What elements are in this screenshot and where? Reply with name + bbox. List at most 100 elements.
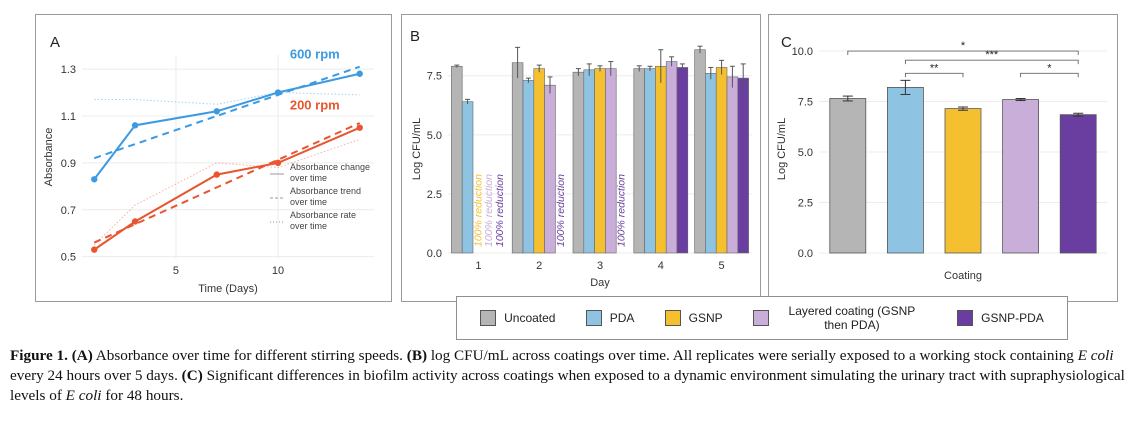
panel-b-bar-gsnp-day-4 bbox=[655, 65, 667, 254]
panel-c-significance-label: * bbox=[961, 40, 966, 52]
panel-b-bar-layered-coating-gsnp-then-pda-day-5 bbox=[726, 76, 739, 254]
caption-figure-number: Figure 1. bbox=[10, 347, 68, 364]
panel-b-bar-layered-coating-gsnp-then-pda-day-4 bbox=[665, 61, 678, 254]
legend-label-pda: PDA bbox=[609, 311, 635, 325]
panel-b-bar-pda-day-3 bbox=[583, 69, 595, 254]
panel-a-xtick-label: 10 bbox=[272, 265, 284, 277]
caption-ecoli-2: E coli bbox=[65, 387, 102, 404]
panel-b-ytick-label: 5.0 bbox=[427, 130, 442, 142]
panel-a-series-name-200: 200 rpm bbox=[290, 98, 340, 113]
panel-b-ytick-label: 0.0 bbox=[427, 248, 442, 260]
panel-b-bar-gsnp-pda-day-5 bbox=[737, 77, 749, 254]
panel-a-rate-line-200-rpm bbox=[93, 138, 360, 246]
panel-a-point-200-rpm bbox=[91, 246, 98, 253]
panel-b-label: B bbox=[410, 28, 420, 45]
caption-label-a: (A) bbox=[71, 347, 93, 364]
panel-a-point-600-rpm bbox=[274, 89, 282, 96]
caption-text-c: Significant differences in biofilm activ… bbox=[10, 367, 1125, 404]
panel-b-bar-uncoated-day-4 bbox=[633, 68, 645, 254]
panel-b-reduction-annotation: 100% reduction bbox=[494, 174, 506, 247]
panel-a-xaxis-label: Time (Days) bbox=[198, 283, 257, 295]
panel-a-label: A bbox=[50, 34, 60, 51]
panel-c-xaxis-label: Coating bbox=[944, 270, 982, 282]
panel-b-ytick-label: 2.5 bbox=[427, 189, 442, 201]
panel-a-point-200-rpm bbox=[131, 218, 139, 225]
panel-a-point-200-rpm bbox=[274, 159, 282, 167]
caption-text-c2: for 48 hours. bbox=[101, 387, 184, 404]
panel-c-ytick-label: 10.0 bbox=[792, 46, 813, 58]
panel-c-bar-gsnp-pda bbox=[1059, 114, 1097, 254]
legend-label-gsnp: GSNP bbox=[688, 311, 723, 325]
panel-a-ytick-label: 0.5 bbox=[61, 252, 76, 264]
caption-text-b2: every 24 hours over 5 days. bbox=[10, 367, 182, 384]
panel-b-bar-pda-day-1 bbox=[461, 101, 474, 254]
legend-swatch-uncoated bbox=[480, 310, 497, 326]
panel-c-significance-bracket bbox=[847, 50, 1079, 56]
legend-item-pda: PDA bbox=[585, 310, 635, 326]
panel-a-series-name-600: 600 rpm bbox=[290, 47, 340, 62]
panel-c-ytick-label: 7.5 bbox=[798, 97, 813, 109]
panel-b-cfu-over-days-chart: B 0.0 2.5 5.0 7.5 Log CFU/mL 1 2 3 4 5 Day 100% redu… bbox=[401, 14, 761, 302]
panel-a-ytick-label: 1.1 bbox=[61, 111, 76, 123]
panel-b-xtick-label: 4 bbox=[658, 260, 664, 272]
legend-label-layered: Layered coating (GSNP then PDA) bbox=[788, 304, 916, 332]
caption-text-a: Absorbance over time for different stirr… bbox=[92, 347, 407, 364]
panel-b-bar-gsnp-day-5 bbox=[715, 67, 728, 254]
panel-c-significance-label: ** bbox=[930, 62, 939, 74]
panel-a-rate-line-600-rpm bbox=[94, 92, 360, 105]
panel-b-bar-uncoated-day-2 bbox=[511, 62, 524, 254]
panel-a-ytick-label: 1.3 bbox=[61, 64, 76, 76]
caption-ecoli-1: E coli bbox=[1077, 347, 1114, 364]
panel-b-reduction-annotation: 100% reduction bbox=[472, 174, 484, 247]
panel-a-trend-line-200-rpm bbox=[93, 122, 361, 244]
caption-label-c: (C) bbox=[181, 367, 203, 384]
panel-c-ytick-label: 2.5 bbox=[798, 198, 813, 210]
panel-a-absorbance-chart: A 0.5 0.7 0.9 1.1 1.3 5 10 Time (Days) Absorbance… bbox=[35, 14, 392, 302]
panel-c-significance-label: * bbox=[1047, 62, 1052, 74]
panel-b-bar-pda-day-4 bbox=[644, 68, 656, 254]
legend-item-layered: Layered coating (GSNP then PDA) bbox=[752, 304, 927, 332]
legend-swatch-gsnp-pda bbox=[957, 310, 974, 326]
panel-b-bar-pda-day-5 bbox=[705, 73, 717, 254]
panel-a-yaxis-label: Absorbance bbox=[43, 128, 55, 187]
legend-swatch-layered bbox=[752, 310, 769, 326]
panel-b-svg: B 0.0 2.5 5.0 7.5 Log CFU/mL 1 2 3 4 5 Day 100% redu… bbox=[410, 28, 752, 289]
legend-item-gsnp-pda: GSNP-PDA bbox=[957, 310, 1044, 326]
panel-a-svg: A 0.5 0.7 0.9 1.1 1.3 5 10 Time (Days) Absorbance… bbox=[43, 34, 374, 295]
legend-swatch-pda bbox=[585, 310, 602, 326]
panel-c-significance-bracket bbox=[1020, 72, 1079, 78]
legend-item-gsnp: GSNP bbox=[664, 310, 723, 326]
panel-c-cfu-by-coating-chart: C 0.0 2.5 5.0 7.5 10.0 Log CFU/mL Coating * *** **… bbox=[768, 14, 1118, 302]
panel-c-bar-layered-coating-gsnp-then-pda bbox=[1002, 99, 1040, 254]
panel-b-bar-pda-day-2 bbox=[522, 80, 535, 254]
panel-a-point-600-rpm bbox=[213, 108, 220, 115]
panel-c-significance-bracket bbox=[904, 72, 964, 78]
panel-a-ytick-label: 0.9 bbox=[61, 158, 76, 170]
panel-c-label: C bbox=[781, 34, 792, 51]
panel-b-xtick-label: 2 bbox=[536, 260, 542, 272]
caption-label-b: (B) bbox=[406, 347, 428, 364]
panel-b-bar-uncoated-day-3 bbox=[572, 71, 585, 254]
panel-c-bar-uncoated bbox=[829, 98, 867, 254]
panel-b-bar-uncoated-day-1 bbox=[451, 65, 463, 254]
panel-b-ytick-label: 7.5 bbox=[427, 71, 442, 83]
legend-swatch-gsnp bbox=[664, 310, 681, 326]
panel-c-bar-pda bbox=[887, 87, 924, 254]
panel-b-bar-gsnp-pda-day-4 bbox=[676, 67, 689, 254]
panel-b-xtick-label: 1 bbox=[475, 260, 481, 272]
coating-legend: Uncoated PDA GSNP Layered coating (GSNP … bbox=[456, 296, 1068, 340]
panel-a-point-600-rpm bbox=[356, 70, 363, 77]
panel-b-yaxis-label: Log CFU/mL bbox=[411, 118, 423, 180]
legend-item-uncoated: Uncoated bbox=[480, 310, 555, 326]
legend-label-uncoated: Uncoated bbox=[504, 311, 556, 325]
panel-a-point-600-rpm bbox=[91, 176, 98, 183]
panel-b-bar-gsnp-day-2 bbox=[533, 68, 545, 254]
panel-c-ytick-label: 0.0 bbox=[798, 248, 813, 260]
panel-a-point-200-rpm bbox=[213, 171, 220, 178]
figure-caption: Figure 1. (A) Absorbance over time for d… bbox=[10, 346, 1138, 406]
legend-label-gsnp-pda: GSNP-PDA bbox=[981, 311, 1044, 325]
panel-a-ytick-label: 0.7 bbox=[61, 205, 76, 217]
panel-b-bar-gsnp-day-3 bbox=[594, 68, 606, 254]
panel-b-reduction-annotation: 100% reduction bbox=[483, 174, 495, 247]
